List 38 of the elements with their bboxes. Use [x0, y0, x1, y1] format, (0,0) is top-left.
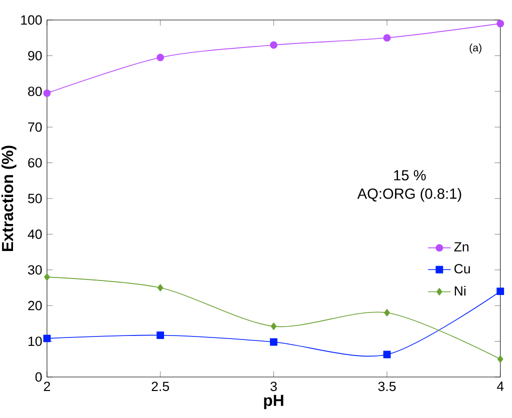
x-axis-title: pH [264, 394, 284, 410]
point [157, 284, 164, 292]
y-axis-title: Extraction (%) [1, 146, 16, 252]
point [156, 54, 164, 62]
y-tick-label: 100 [21, 15, 42, 25]
point [270, 338, 278, 346]
point [44, 273, 50, 281]
point [496, 288, 504, 296]
y-tick-label: 90 [28, 51, 42, 60]
x-tick-label: 2.5 [152, 382, 170, 392]
y-tick-label: 20 [28, 300, 42, 310]
point [384, 309, 390, 316]
point [270, 322, 277, 330]
y-tick-label: 70 [28, 122, 42, 132]
point [156, 332, 164, 339]
legend-label: Ni [454, 286, 466, 296]
point [383, 34, 391, 42]
y-tick-label: 30 [28, 265, 42, 275]
y-tick-label: 60 [28, 158, 42, 168]
point [497, 355, 504, 363]
point [270, 41, 278, 49]
legend-label: Zn [454, 242, 468, 252]
x-tick-label: 2 [44, 382, 50, 391]
annotation: AQ:ORG (0.8:1) [357, 188, 462, 202]
annotation: 15 % [394, 170, 426, 180]
point [496, 20, 504, 28]
x-tick-label: 3.5 [378, 382, 396, 392]
y-tick-label: 10 [28, 336, 42, 346]
y-tick-label: 50 [28, 194, 42, 204]
y-tick-label: 80 [28, 86, 42, 96]
point [43, 89, 51, 97]
x-tick-label: 4 [496, 382, 504, 391]
point [43, 334, 51, 342]
legend-label: Cu [454, 264, 470, 274]
x-tick-label: 3 [270, 382, 277, 392]
annotation: (a) [470, 44, 482, 54]
y-tick-label: 40 [28, 230, 42, 239]
y-tick-label: 0 [35, 372, 42, 382]
